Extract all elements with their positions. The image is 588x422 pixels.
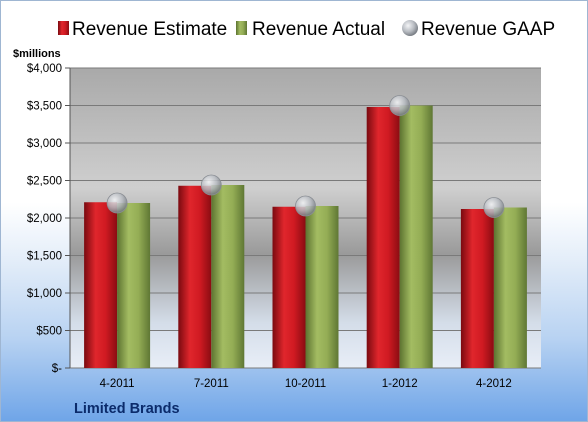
actual-bar [399,105,433,368]
x-tick-label: 7-2011 [194,378,229,390]
gaap-marker [483,197,505,218]
legend-label-estimate: Revenue Estimate [72,19,227,40]
bars [84,105,527,368]
x-tick-label: 10-2011 [285,378,326,390]
actual-bar [117,203,151,368]
legend: Revenue Estimate Revenue Actual Revenue … [58,19,555,40]
estimate-bar [178,185,212,368]
legend-swatch-actual [236,21,247,35]
gaap-marker [106,192,128,214]
x-tick-label: 4-2011 [100,378,135,390]
actual-bar [305,206,339,368]
y-tick-label: $4,000 [27,63,62,75]
x-axis-labels: 4-2011 7-2011 10-2011 1-2012 4-2012 [100,378,512,390]
gaap-markers [106,95,505,218]
y-tick-label: $3,500 [27,101,62,113]
legend-swatch-estimate [58,21,69,35]
gaap-marker [295,195,316,217]
legend-item-actual: Revenue Actual [236,19,385,40]
legend-marker-gaap [402,20,418,36]
estimate-bar [272,206,306,368]
x-tick-label: 1-2012 [382,378,418,390]
y-tick-label: $1,500 [27,251,62,263]
x-tick-label: 4-2012 [476,378,512,390]
estimate-bar [366,107,400,368]
actual-bar [493,207,527,368]
gaap-marker [200,174,222,196]
company-label: Limited Brands [74,401,180,417]
y-tick-label: $2,500 [27,176,62,188]
y-tick-label: $1,000 [27,288,62,300]
legend-label-actual: Revenue Actual [252,19,385,40]
y-axis-ticks: $- $500 $1,000 $1,500 $2,000 $2,500 $3,000 $3,5… [27,63,71,375]
legend-item-estimate: Revenue Estimate [58,19,227,40]
y-tick-label: $2,000 [27,213,62,225]
y-tick-label: $500 [36,326,62,338]
legend-item-gaap: Revenue GAAP [402,19,555,40]
estimate-bar [460,209,494,368]
legend-label-gaap: Revenue GAAP [421,19,555,40]
gaap-marker [389,95,411,116]
y-axis-unit-label: $millions [13,48,61,60]
y-tick-label: $3,000 [27,138,62,150]
y-tick-label: $- [52,363,62,375]
estimate-bar [84,202,118,368]
actual-bar [211,185,245,368]
